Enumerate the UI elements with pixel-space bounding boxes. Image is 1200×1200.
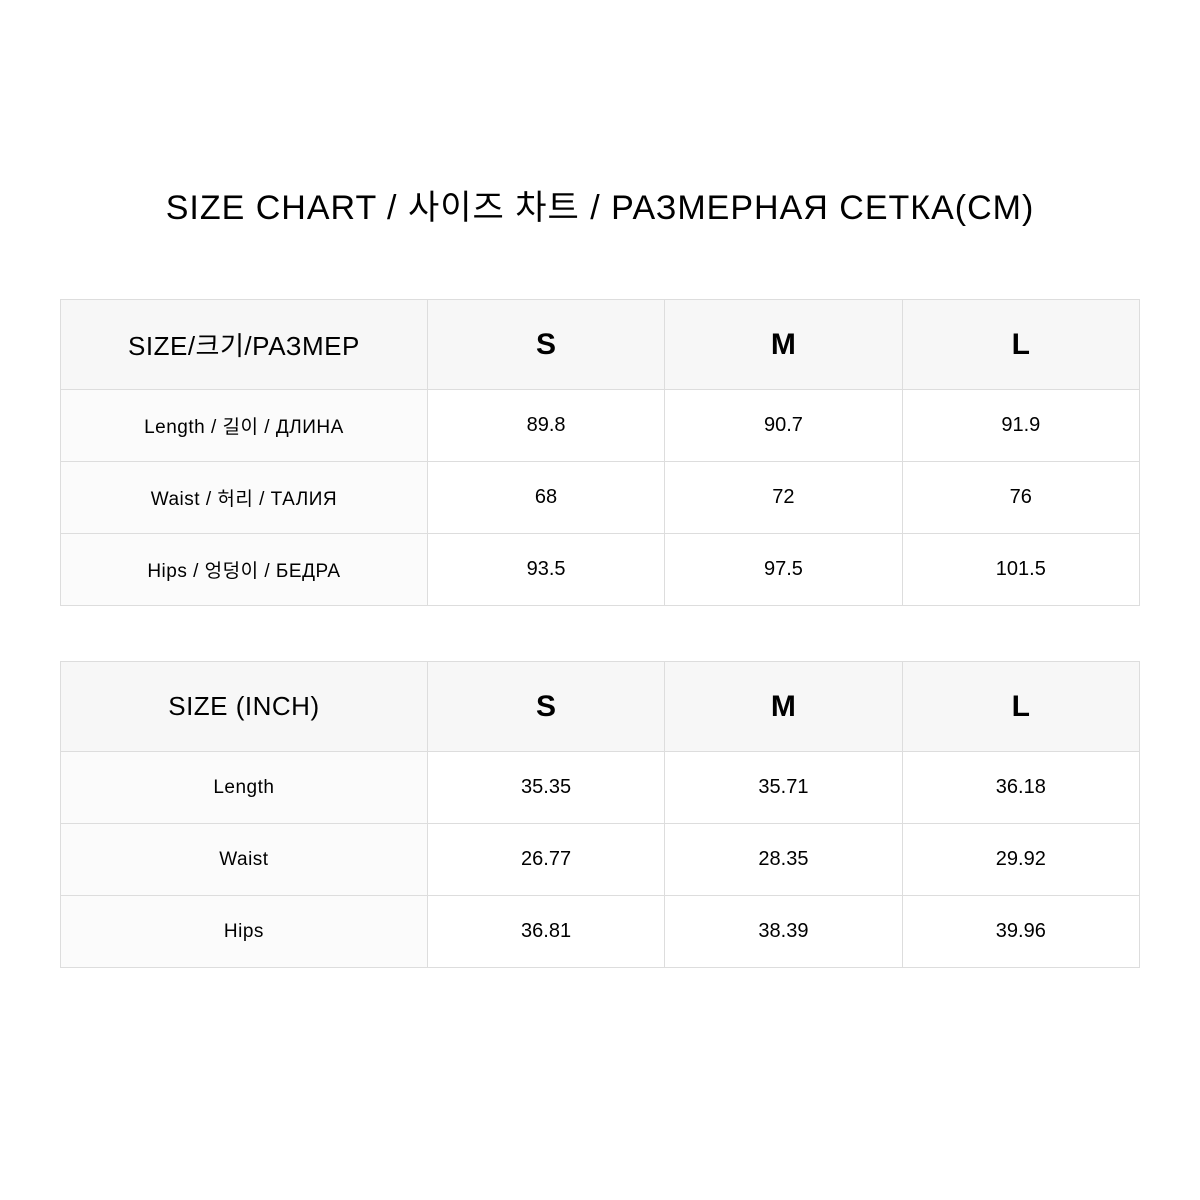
size-col-l: L <box>902 662 1139 752</box>
cell: 90.7 <box>665 390 902 462</box>
size-col-s: S <box>427 662 664 752</box>
cell: 101.5 <box>902 534 1139 606</box>
row-label: Waist / 허리 / ТАЛИЯ <box>61 462 428 534</box>
table-row: Waist / 허리 / ТАЛИЯ 68 72 76 <box>61 462 1140 534</box>
cell: 28.35 <box>665 824 902 896</box>
cell: 93.5 <box>427 534 664 606</box>
size-col-m: M <box>665 662 902 752</box>
table-row: Hips 36.81 38.39 39.96 <box>61 896 1140 968</box>
row-label: Length / 길이 / ДЛИНА <box>61 390 428 462</box>
table-header-row: SIZE/크기/РАЗМЕР S M L <box>61 300 1140 390</box>
cell: 36.18 <box>902 752 1139 824</box>
cell: 68 <box>427 462 664 534</box>
row-label: Length <box>61 752 428 824</box>
size-col-l: L <box>902 300 1139 390</box>
size-table-cm: SIZE/크기/РАЗМЕР S M L Length / 길이 / ДЛИНА… <box>60 299 1140 606</box>
table-row: Length 35.35 35.71 36.18 <box>61 752 1140 824</box>
cell: 91.9 <box>902 390 1139 462</box>
cell: 26.77 <box>427 824 664 896</box>
table-row: Waist 26.77 28.35 29.92 <box>61 824 1140 896</box>
row-label: Waist <box>61 824 428 896</box>
cell: 76 <box>902 462 1139 534</box>
header-label-cm: SIZE/크기/РАЗМЕР <box>61 300 428 390</box>
cell: 39.96 <box>902 896 1139 968</box>
cell: 89.8 <box>427 390 664 462</box>
cell: 72 <box>665 462 902 534</box>
size-table-inch: SIZE (INCH) S M L Length 35.35 35.71 36.… <box>60 661 1140 968</box>
cell: 29.92 <box>902 824 1139 896</box>
size-col-m: M <box>665 300 902 390</box>
cell: 36.81 <box>427 896 664 968</box>
table-header-row: SIZE (INCH) S M L <box>61 662 1140 752</box>
page-title: SIZE CHART / 사이즈 차트 / РАЗМЕРНАЯ СЕТКА(CM… <box>60 180 1140 229</box>
size-col-s: S <box>427 300 664 390</box>
table-row: Hips / 엉덩이 / БЕДРА 93.5 97.5 101.5 <box>61 534 1140 606</box>
cell: 97.5 <box>665 534 902 606</box>
cell: 35.71 <box>665 752 902 824</box>
header-label-inch: SIZE (INCH) <box>61 662 428 752</box>
table-row: Length / 길이 / ДЛИНА 89.8 90.7 91.9 <box>61 390 1140 462</box>
cell: 35.35 <box>427 752 664 824</box>
cell: 38.39 <box>665 896 902 968</box>
row-label: Hips <box>61 896 428 968</box>
row-label: Hips / 엉덩이 / БЕДРА <box>61 534 428 606</box>
